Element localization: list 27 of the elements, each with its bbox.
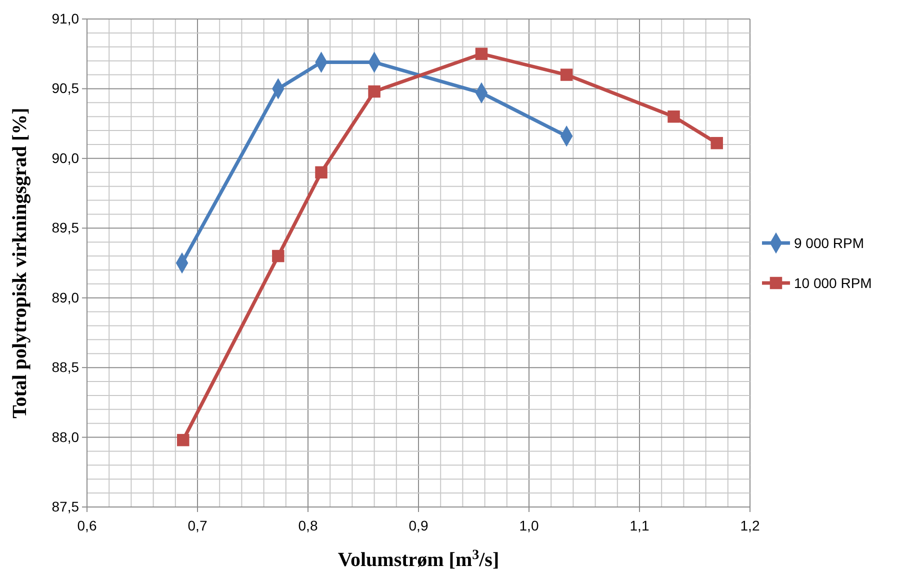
x-axis-title: Volumstrøm [m$^{3}$/s] <box>338 548 500 571</box>
y-tick-label: 87,5 <box>52 498 80 514</box>
point <box>475 48 488 60</box>
x-tick-label: 0,7 <box>188 517 208 534</box>
y-tick-label: 89,0 <box>52 289 80 306</box>
x-tick-label: 1,2 <box>740 517 760 534</box>
y-tick-label: 88,5 <box>52 359 80 376</box>
point <box>710 136 723 150</box>
y-tick-label: 90,5 <box>52 80 80 96</box>
point <box>315 166 328 178</box>
point <box>560 68 573 81</box>
y-axis-title: Total polytropisk virkningsgrad [%] <box>9 108 31 418</box>
x-tick-label: 1,0 <box>519 517 539 534</box>
x-tick-label: 0,9 <box>408 517 428 534</box>
x-tick-label: 0,6 <box>77 517 97 534</box>
point <box>368 85 380 98</box>
point <box>272 250 284 262</box>
y-tick-label: 89,5 <box>52 220 80 236</box>
y-tick-label: 88,0 <box>52 428 80 445</box>
x-tick-label: 1,1 <box>630 517 650 534</box>
legend-label: 9 000 RPM <box>794 234 864 251</box>
y-tick-label: 91,0 <box>52 10 80 26</box>
point <box>668 110 680 123</box>
point <box>177 434 190 446</box>
x-tick-label: 0,8 <box>298 517 318 534</box>
y-tick-label: 90,0 <box>52 150 80 166</box>
legend-label: 10 000 RPM <box>794 274 872 291</box>
